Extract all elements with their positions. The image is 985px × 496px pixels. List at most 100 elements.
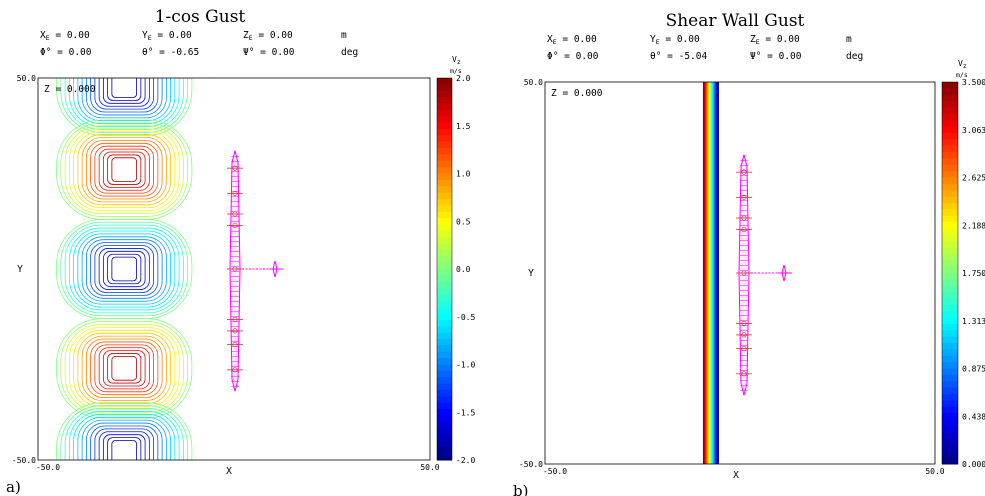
- colorbar-segment: [437, 231, 452, 238]
- colorbar-label: Vz: [958, 59, 967, 70]
- colorbar-segment: [942, 413, 958, 420]
- colorbar-segment: [437, 84, 452, 91]
- colorbar-segment: [942, 298, 958, 305]
- colorbar-segment: [942, 127, 958, 134]
- colorbar-segment: [942, 400, 958, 407]
- colorbar-segment: [942, 88, 958, 95]
- colorbar-segment: [437, 447, 452, 454]
- header-item: m: [341, 30, 347, 41]
- header-item: deg: [846, 51, 863, 62]
- header-item: Φ° = 0.00: [547, 51, 599, 62]
- colorbar-segment: [437, 129, 452, 136]
- colorbar-segment: [942, 158, 958, 165]
- colorbar-segment: [437, 237, 452, 244]
- colorbar-segment: [437, 123, 452, 130]
- colorbar-segment: [437, 409, 452, 416]
- header-item: deg: [341, 47, 358, 58]
- colorbar-segment: [437, 174, 452, 181]
- colorbar-segment: [942, 292, 958, 299]
- x-tick-label: 50.0: [420, 463, 439, 472]
- colorbar-segment: [942, 286, 958, 293]
- colorbar-tick-label: 1.5: [456, 122, 471, 131]
- aircraft-planform: [227, 151, 283, 392]
- colorbar-segment: [437, 135, 452, 142]
- colorbar-tick-label: -0.5: [456, 313, 475, 322]
- header-item: YE = 0.00: [650, 34, 700, 46]
- colorbar-unit: m/s: [450, 67, 462, 75]
- plot-content: [703, 82, 792, 464]
- colorbar-segment: [437, 384, 452, 391]
- colorbar-segment: [942, 362, 958, 369]
- panel-label: a): [6, 478, 21, 496]
- colorbar-segment: [437, 110, 452, 117]
- x-tick-label: -50.0: [36, 463, 60, 472]
- colorbar-segment: [942, 324, 958, 331]
- colorbar-segment: [437, 205, 452, 212]
- colorbar-segment: [942, 419, 958, 426]
- colorbar-segment: [942, 267, 958, 274]
- colorbar-segment: [437, 78, 452, 85]
- colorbar-tick-label: -2.0: [456, 456, 475, 465]
- header-item: XE = 0.00: [40, 30, 90, 42]
- header-item: Ψ° = 0.00: [243, 47, 295, 58]
- colorbar-tick-label: 0.5: [456, 217, 471, 226]
- colorbar-segment: [437, 167, 452, 174]
- colorbar-segment: [437, 326, 452, 333]
- colorbar-segment: [437, 224, 452, 231]
- chart-panel-a: 1-cos GustXE = 0.00 YE = 0.00 ZE = 0.00 mΦ°…: [6, 7, 475, 496]
- contour-line: [112, 356, 137, 380]
- colorbar-segment: [942, 458, 958, 465]
- colorbar-segment: [437, 365, 452, 372]
- header-item: m: [846, 34, 852, 45]
- y-tick-label: 50.0: [524, 78, 543, 87]
- contour-line: [112, 257, 137, 281]
- colorbar-segment: [942, 235, 958, 242]
- colorbar-segment: [437, 441, 452, 448]
- colorbar-tick-label: 1.750: [962, 269, 985, 278]
- colorbar-segment: [942, 190, 958, 197]
- colorbar-segment: [942, 432, 958, 439]
- contour-line: [69, 228, 179, 310]
- colorbar-segment: [437, 352, 452, 359]
- y-tick-label: -50.0: [519, 460, 543, 469]
- y-axis-label: Y: [17, 264, 23, 275]
- colorbar-segment: [942, 133, 958, 140]
- colorbar-tick-label: 2.188: [962, 221, 985, 230]
- colorbar-segment: [942, 388, 958, 395]
- colorbar-segment: [942, 152, 958, 159]
- colorbar-segment: [942, 165, 958, 172]
- contour-line: [103, 351, 145, 386]
- contour-line: [91, 243, 158, 296]
- header-item: ZE = 0.00: [750, 34, 800, 46]
- colorbar-segment: [942, 439, 958, 446]
- contour-line: [112, 74, 137, 98]
- colorbar-label: Vz: [452, 55, 461, 66]
- colorbar-segment: [942, 451, 958, 458]
- colorbar-segment: [437, 339, 452, 346]
- colorbar-segment: [437, 333, 452, 340]
- colorbar-segment: [437, 116, 452, 123]
- colorbar-segment: [942, 101, 958, 108]
- colorbar-segment: [942, 171, 958, 178]
- colorbar-segment: [942, 356, 958, 363]
- colorbar-segment: [437, 377, 452, 384]
- contour-line: [103, 152, 145, 187]
- colorbar-segment: [942, 203, 958, 210]
- x-axis-label: X: [733, 470, 739, 481]
- colorbar-segment: [437, 403, 452, 410]
- contour-line: [69, 129, 179, 211]
- colorbar-segment: [942, 343, 958, 350]
- colorbar-segment: [437, 415, 452, 422]
- colorbar-segment: [942, 82, 958, 89]
- colorbar-segment: [942, 184, 958, 191]
- colorbar-segment: [437, 314, 452, 321]
- colorbar-segment: [437, 148, 452, 155]
- colorbar-tick-label: 0.0: [456, 265, 471, 274]
- colorbar-segment: [942, 381, 958, 388]
- header-item: θ° = -0.65: [142, 47, 199, 58]
- colorbar-segment: [942, 330, 958, 337]
- colorbar-segment: [437, 358, 452, 365]
- colorbar-segment: [437, 288, 452, 295]
- colorbar-tick-label: 3.063: [962, 126, 985, 135]
- colorbar-segment: [437, 263, 452, 270]
